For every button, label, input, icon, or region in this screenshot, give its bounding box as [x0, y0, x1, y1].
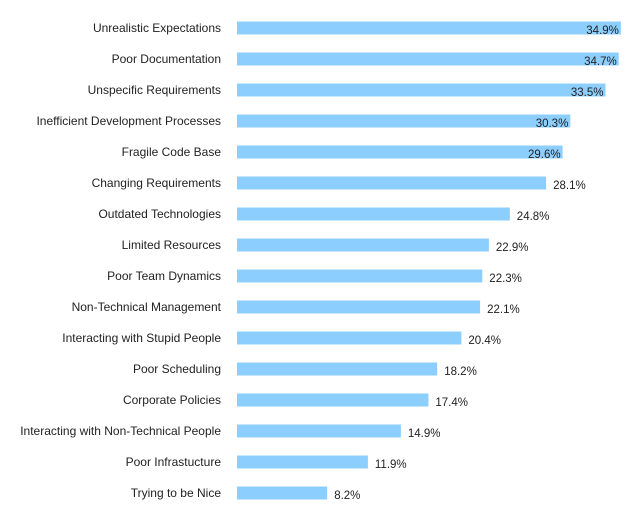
value-label: 22.3% — [489, 273, 522, 285]
bar — [237, 83, 606, 97]
value-label: 34.7% — [584, 56, 617, 68]
value-label: 22.9% — [496, 242, 529, 254]
bar — [237, 486, 328, 500]
value-label: 30.3% — [536, 118, 569, 130]
value-label: 34.9% — [586, 25, 619, 37]
category-label: Trying to be Nice — [131, 486, 222, 500]
bar — [237, 300, 481, 314]
bar — [237, 393, 429, 407]
category-label: Inefficient Development Processes — [36, 114, 221, 128]
category-label: Poor Team Dynamics — [107, 269, 221, 283]
bar — [237, 362, 438, 376]
value-label: 18.2% — [444, 366, 477, 378]
bar-series — [237, 21, 621, 500]
bar — [237, 455, 368, 469]
category-label: Fragile Code Base — [122, 145, 222, 159]
bar — [237, 424, 401, 438]
category-label: Corporate Policies — [123, 393, 221, 407]
bar — [237, 269, 483, 283]
bar — [237, 21, 621, 35]
category-label: Interacting with Non-Technical People — [20, 424, 221, 438]
value-label: 17.4% — [435, 397, 468, 409]
category-label: Poor Documentation — [112, 52, 221, 66]
value-label: 29.6% — [528, 149, 561, 161]
category-label: Unspecific Requirements — [88, 83, 221, 97]
bar — [237, 238, 489, 252]
bar — [237, 207, 510, 221]
bar — [237, 176, 547, 190]
value-label: 14.9% — [408, 428, 441, 440]
value-label: 20.4% — [468, 335, 501, 347]
category-labels: Unrealistic Expectations Poor Documentati… — [20, 21, 221, 500]
category-label: Limited Resources — [122, 238, 221, 252]
category-label: Changing Requirements — [92, 176, 221, 190]
value-label: 28.1% — [553, 180, 586, 192]
value-label: 33.5% — [571, 87, 604, 99]
bar — [237, 145, 563, 159]
category-label: Unrealistic Expectations — [93, 21, 221, 35]
value-label: 11.9% — [375, 459, 407, 471]
value-labels: 34.9% 34.7% 33.5% 30.3% 29.6% 28.1% 24.8% 22.9%… — [334, 25, 619, 502]
category-label: Poor Scheduling — [133, 362, 221, 376]
value-label: 8.2% — [334, 490, 360, 502]
value-label: 22.1% — [487, 304, 520, 316]
category-label: Interacting with Stupid People — [62, 331, 221, 345]
bar — [237, 114, 571, 128]
bar — [237, 52, 619, 66]
category-label: Poor Infrastucture — [126, 455, 222, 469]
bar — [237, 331, 462, 345]
category-label: Outdated Technologies — [98, 207, 221, 221]
value-label: 24.8% — [517, 211, 550, 223]
category-label: Non-Technical Management — [72, 300, 222, 314]
